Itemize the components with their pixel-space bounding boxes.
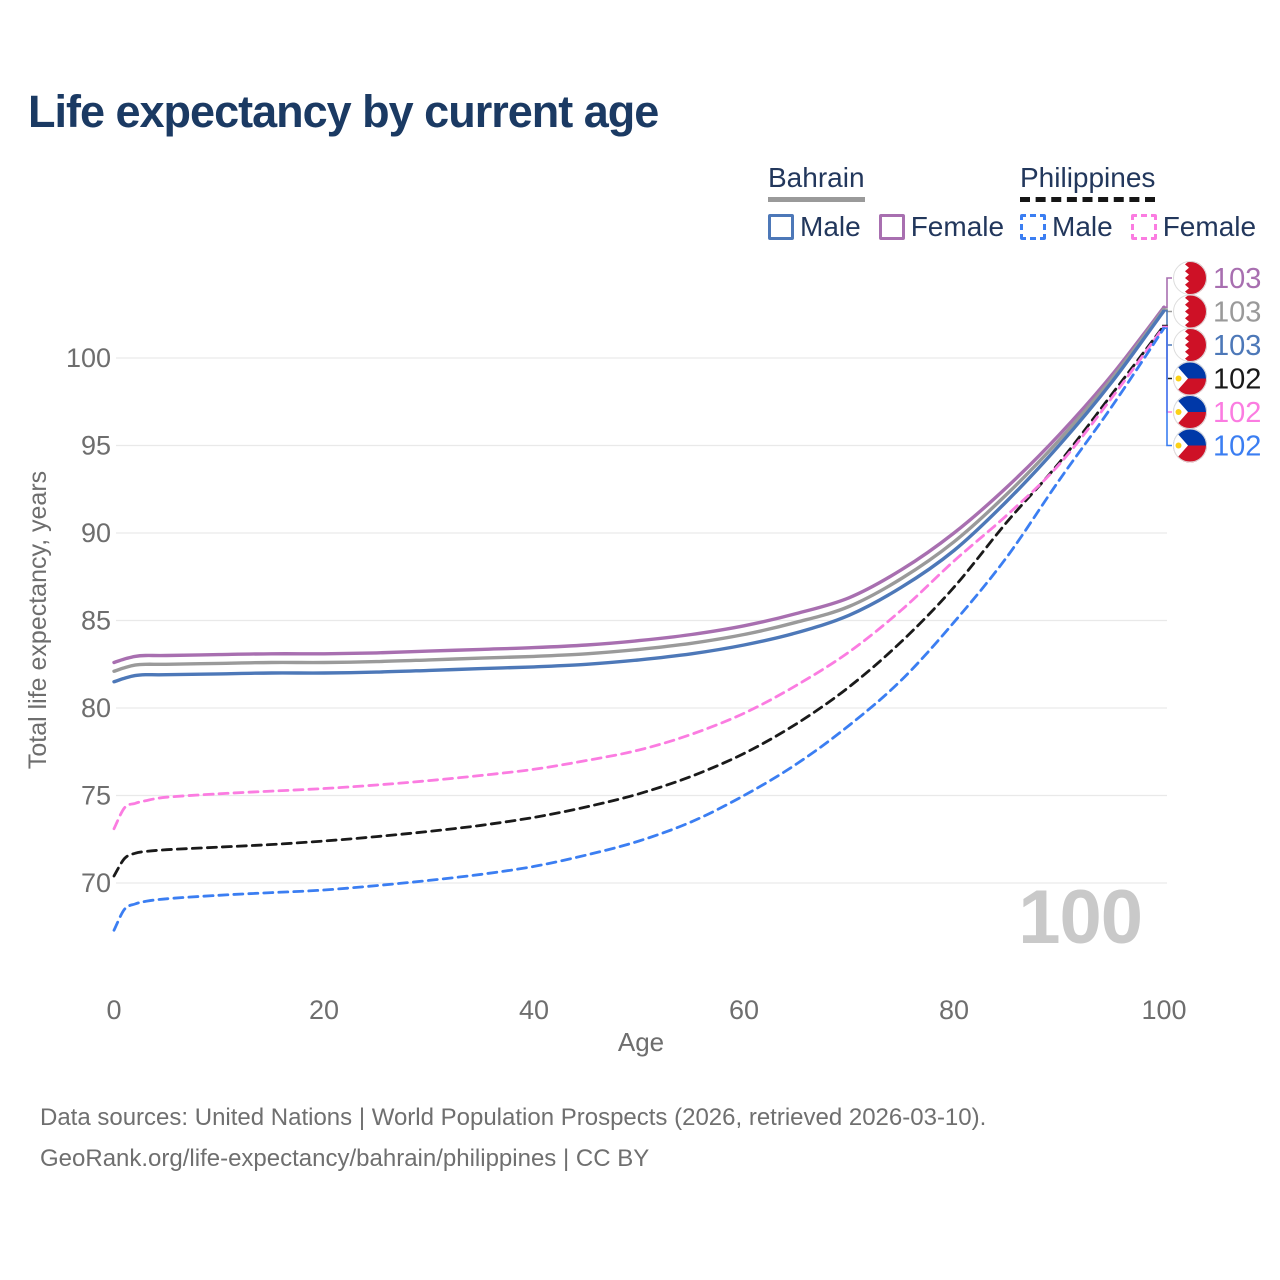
y-tick-label: 95 [81,431,111,461]
x-tick-label: 100 [1141,995,1186,1025]
legend: Bahrain Male Female Philippines Male [0,0,1280,250]
legend-label-bahrain-male: Male [800,211,861,242]
legend-group-bahrain: Bahrain Male Female [768,162,1004,243]
legend-items-bahrain: Male Female [768,211,1004,243]
y-tick-label: 70 [81,868,111,898]
chart-title: Life expectancy by current age [28,86,659,137]
legend-country-philippines: Philippines [1020,162,1156,202]
y-tick-label: 80 [81,693,111,723]
x-tick-label: 20 [309,995,339,1025]
x-tick-label: 40 [519,995,549,1025]
end-label-leader-line [1162,327,1172,447]
legend-item-bahrain-male[interactable]: Male [768,211,861,243]
philippines-male-swatch-icon [1020,214,1046,240]
footer: Data sources: United Nations | World Pop… [40,1097,986,1179]
end-value-label: 102 [1213,364,1261,396]
y-tick-label: 75 [81,781,111,811]
y-tick-label: 100 [66,343,111,373]
x-tick-label: 80 [939,995,969,1025]
bahrain-male-swatch-icon [768,214,794,240]
y-tick-label: 85 [81,606,111,636]
end-value-label: 102 [1213,431,1261,463]
end-value-label: 103 [1213,263,1261,295]
legend-group-philippines: Philippines Male Female [1020,162,1256,243]
x-tick-label: 0 [106,995,121,1025]
series-line-bahrain-both-sexes[interactable] [112,307,1166,673]
footer-data-sources: Data sources: United Nations | World Pop… [40,1104,987,1131]
legend-label-philippines-female: Female [1162,211,1257,242]
legend-country-bahrain: Bahrain [768,162,865,202]
end-label-leader-line [1162,277,1172,308]
x-axis-title: Age [618,1027,664,1057]
bahrain-flag-icon [1173,328,1207,362]
philippines-flag-icon [1173,395,1207,429]
philippines-flag-icon [1173,428,1207,463]
bahrain-flag-icon [1173,261,1207,295]
legend-item-philippines-male[interactable]: Male [1020,211,1113,243]
legend-item-bahrain-female[interactable]: Female [878,211,1005,243]
series-line-philippines-female[interactable] [112,325,1166,831]
footer-attribution: GeoRank.org/life-expectancy/bahrain/phil… [40,1145,650,1172]
y-axis-title: Total life expectancy, years [24,471,52,769]
age-watermark: 100 [1018,875,1142,960]
series-line-bahrain-female[interactable] [112,305,1166,665]
series-line-bahrain-male[interactable] [112,309,1166,684]
series-line-philippines-male[interactable] [112,326,1166,932]
end-value-label: 103 [1213,330,1261,362]
legend-label-bahrain-female: Female [910,211,1005,242]
bahrain-female-swatch-icon [878,214,905,240]
legend-item-philippines-female[interactable]: Female [1130,211,1257,243]
y-tick-label: 90 [81,518,111,548]
x-tick-label: 60 [729,995,759,1025]
philippines-female-swatch-icon [1130,214,1157,240]
legend-items-philippines: Male Female [1020,211,1256,243]
bahrain-flag-icon [1173,294,1207,329]
end-value-label: 103 [1213,297,1261,329]
series-line-philippines-both-sexes[interactable] [112,324,1166,878]
legend-label-philippines-male: Male [1052,211,1113,242]
philippines-flag-icon [1173,361,1207,396]
end-value-label: 102 [1213,397,1261,429]
